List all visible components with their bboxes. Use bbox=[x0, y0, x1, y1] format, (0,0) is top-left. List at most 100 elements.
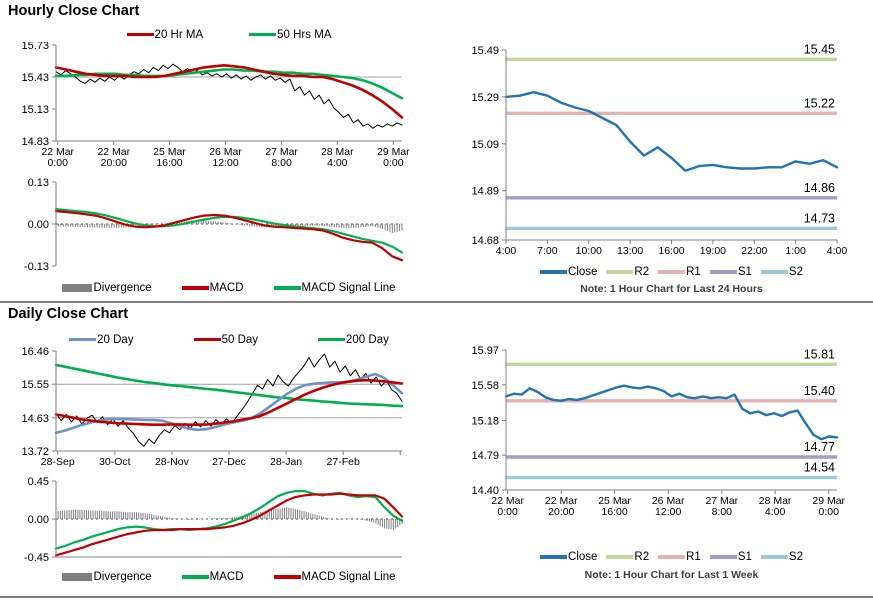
x-tick-label: 22 Mar bbox=[491, 495, 524, 507]
divergence-bar bbox=[333, 224, 335, 228]
y-tick-label: 15.97 bbox=[471, 345, 499, 357]
divergence-bar bbox=[323, 516, 325, 519]
x-tick-label: 27-Dec bbox=[212, 456, 246, 468]
divergence-bar bbox=[310, 513, 312, 519]
divergence-bar bbox=[59, 511, 61, 519]
divergence-bar bbox=[373, 519, 375, 523]
divergence-bar bbox=[281, 508, 283, 519]
legend-label: MACD Signal Line bbox=[301, 282, 396, 294]
x-tick-label: 4:00 bbox=[496, 245, 517, 257]
x-tick-label: 29 Mar bbox=[812, 495, 845, 507]
legend-label: S1 bbox=[737, 266, 752, 278]
divergence-bar bbox=[229, 517, 231, 519]
y-tick-label: 0.00 bbox=[28, 219, 49, 231]
series-200-day bbox=[54, 363, 404, 408]
divergence-bar bbox=[75, 509, 77, 519]
x-tick-label: 27 Mar bbox=[265, 146, 298, 158]
divergence-bar bbox=[253, 513, 255, 519]
divergence-bar bbox=[166, 517, 168, 519]
y-tick-label: 16.46 bbox=[21, 347, 49, 358]
hourly-macd-legend: Divergence MACD MACD Signal Line bbox=[0, 280, 436, 296]
x-tick-label: 16:00 bbox=[658, 245, 684, 257]
divergence-bar bbox=[227, 223, 229, 224]
hourly-levels-legend: Close R2 R1 S1 S2 bbox=[436, 264, 873, 280]
divergence-bar bbox=[336, 224, 338, 228]
divergence-bar bbox=[195, 220, 197, 224]
legend-line-swatch bbox=[709, 555, 737, 559]
x-tick-label: 26 Mar bbox=[652, 495, 685, 507]
divergence-bar bbox=[349, 518, 351, 519]
x-tick-label: 10:00 bbox=[576, 245, 602, 257]
x-tick-label: 28-Nov bbox=[155, 456, 190, 468]
divergence-bar bbox=[103, 224, 105, 228]
divergence-bar bbox=[57, 224, 59, 227]
hourly-macd-chart: 0.13 0.00 -0.13 bbox=[24, 177, 404, 273]
divergence-bar bbox=[57, 511, 59, 519]
divergence-bar bbox=[362, 519, 364, 520]
divergence-bar bbox=[338, 224, 340, 228]
divergence-bar bbox=[244, 224, 246, 226]
divergence-bar bbox=[302, 224, 304, 226]
divergence-bar bbox=[258, 224, 260, 227]
divergence-bar bbox=[83, 509, 85, 519]
divergence-bar bbox=[307, 512, 309, 519]
level-label: 15.45 bbox=[804, 42, 835, 56]
divergence-bar bbox=[164, 516, 166, 519]
divergence-bar bbox=[212, 518, 214, 519]
divergence-bar bbox=[107, 511, 109, 519]
divergence-bar bbox=[113, 224, 115, 228]
divergence-bar bbox=[223, 518, 225, 519]
divergence-bar bbox=[82, 224, 84, 228]
divergence-bar bbox=[205, 519, 207, 520]
x-tick-label: 19:00 bbox=[700, 245, 726, 257]
legend-label: R2 bbox=[634, 266, 650, 278]
hourly-left-column: 20 Hr MA 50 Hrs MA 15.73 15.43 15.13 14.83 22… bbox=[0, 0, 436, 301]
legend-label: Close bbox=[568, 266, 598, 278]
divergence-bar bbox=[365, 224, 367, 227]
divergence-bar bbox=[198, 220, 200, 224]
divergence-bar bbox=[392, 519, 394, 530]
divergence-bar bbox=[66, 510, 68, 519]
legend-line-swatch bbox=[606, 270, 634, 274]
y-tick-label: 15.55 bbox=[21, 379, 49, 391]
divergence-bar bbox=[178, 221, 180, 224]
x-tick-label: 28 Mar bbox=[321, 146, 354, 158]
divergence-bar bbox=[144, 513, 146, 519]
series-close bbox=[504, 90, 839, 173]
legend-item: MACD Signal Line bbox=[273, 282, 396, 294]
series-macd bbox=[54, 209, 404, 262]
y-tick-label: 14.89 bbox=[471, 186, 499, 198]
divergence-bar bbox=[137, 224, 139, 227]
legend-item: MACD bbox=[181, 571, 244, 583]
divergence-bar bbox=[162, 516, 164, 519]
divergence-bar bbox=[236, 516, 238, 519]
divergence-bar bbox=[324, 224, 326, 227]
divergence-bar bbox=[203, 519, 205, 520]
y-tick-label: 15.49 bbox=[471, 45, 499, 57]
divergence-bar bbox=[96, 510, 98, 519]
divergence-bar bbox=[120, 224, 122, 228]
y-tick-label: 15.13 bbox=[21, 104, 49, 116]
y-tick-label: 15.73 bbox=[21, 42, 49, 52]
divergence-bar bbox=[214, 518, 216, 519]
divergence-bar bbox=[303, 511, 305, 519]
divergence-bar bbox=[266, 510, 268, 519]
legend-item: MACD Signal Line bbox=[273, 571, 396, 583]
divergence-bar bbox=[225, 518, 227, 519]
x-tick-label2: 8:00 bbox=[712, 506, 733, 518]
divergence-bar bbox=[348, 224, 350, 229]
divergence-bar bbox=[239, 224, 241, 225]
divergence-bar bbox=[390, 519, 392, 530]
series-close bbox=[55, 353, 403, 447]
divergence-bar bbox=[249, 514, 251, 519]
divergence-bar bbox=[299, 510, 301, 519]
divergence-bar bbox=[270, 510, 272, 519]
divergence-bar bbox=[70, 224, 71, 227]
y-tick-label: 14.40 bbox=[471, 485, 499, 497]
divergence-bar bbox=[199, 519, 201, 520]
divergence-bar bbox=[222, 222, 224, 224]
divergence-bar bbox=[89, 224, 91, 228]
divergence-bar bbox=[362, 224, 364, 228]
divergence-bar bbox=[192, 519, 194, 520]
divergence-bar bbox=[360, 519, 362, 520]
